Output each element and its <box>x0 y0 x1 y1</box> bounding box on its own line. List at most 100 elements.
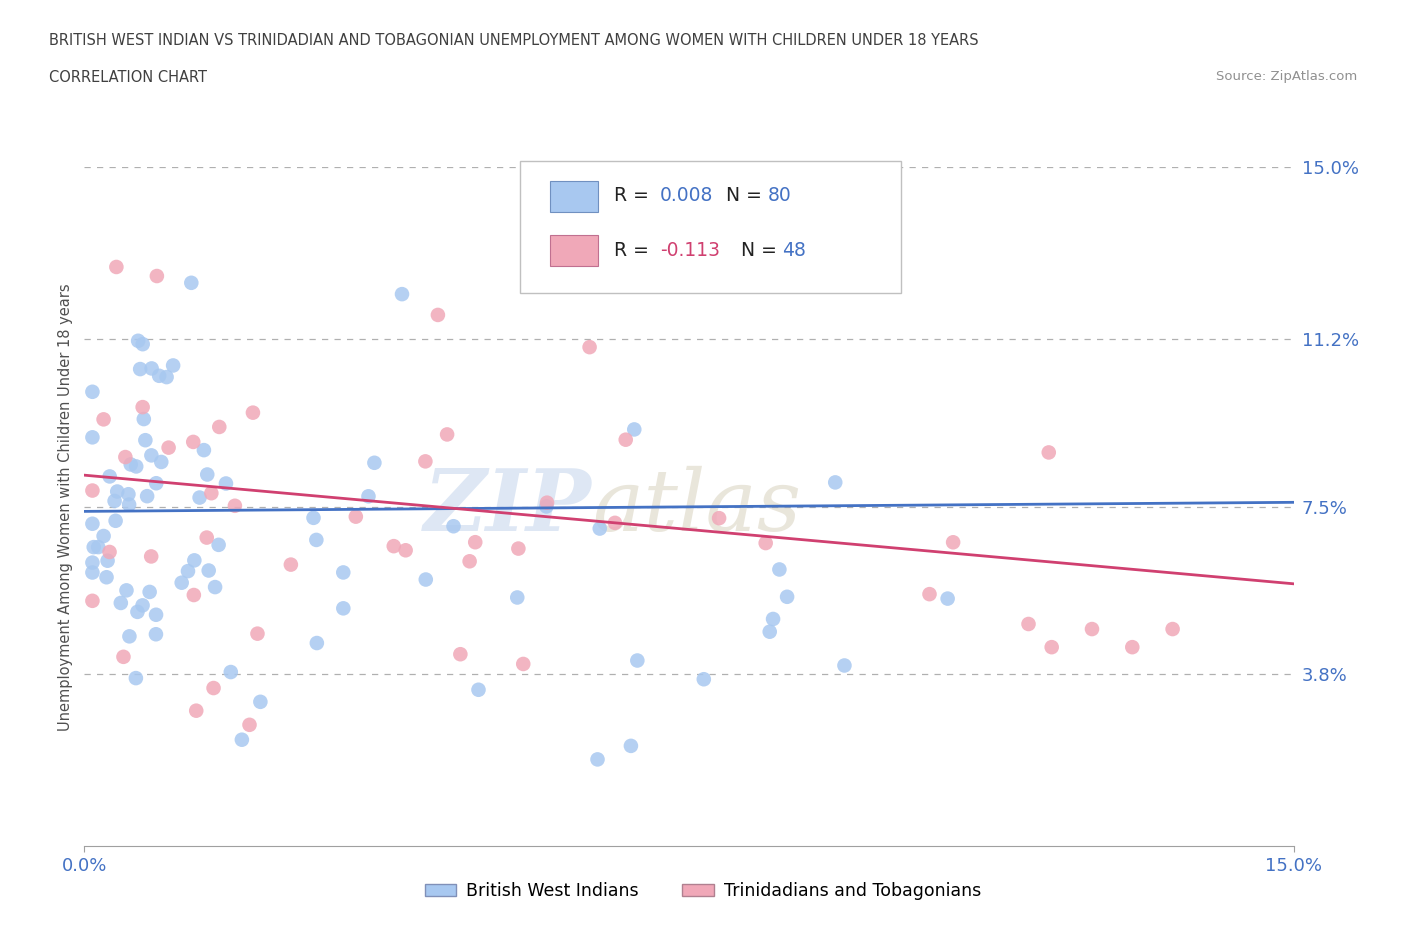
Point <box>224 498 246 513</box>
Point <box>112 649 135 664</box>
Point <box>186 703 208 718</box>
Point <box>242 405 264 420</box>
Point <box>344 510 367 525</box>
Point <box>246 626 269 641</box>
Point <box>98 545 121 560</box>
Point <box>357 489 380 504</box>
Point <box>620 738 643 753</box>
Point <box>120 457 142 472</box>
Point <box>395 543 418 558</box>
Point <box>131 400 153 415</box>
Point <box>586 752 609 767</box>
Legend: British West Indians, Trinidadians and Tobagonians: British West Indians, Trinidadians and T… <box>418 875 988 908</box>
Point <box>127 333 149 348</box>
Point <box>183 553 205 568</box>
Point <box>824 475 846 490</box>
Text: N =: N = <box>741 241 783 259</box>
Point <box>215 476 238 491</box>
Point <box>118 629 141 644</box>
Point <box>305 635 328 650</box>
Point <box>181 434 204 449</box>
Point <box>127 604 149 619</box>
Point <box>626 653 648 668</box>
Point <box>125 459 148 474</box>
Point <box>508 541 530 556</box>
Point <box>141 361 163 376</box>
Point <box>1040 640 1063 655</box>
Point <box>768 562 790 577</box>
Point <box>117 486 139 501</box>
Point <box>118 498 141 512</box>
Point <box>512 657 534 671</box>
Point <box>87 539 110 554</box>
Point <box>202 681 225 696</box>
Point <box>195 530 218 545</box>
Point <box>208 419 231 434</box>
FancyBboxPatch shape <box>520 161 901 293</box>
Point <box>141 549 163 564</box>
Point <box>131 598 153 613</box>
Point <box>623 422 645 437</box>
Point <box>200 485 222 500</box>
Point <box>693 671 716 686</box>
Point <box>104 494 127 509</box>
Point <box>82 430 104 445</box>
Text: 0.008: 0.008 <box>659 186 713 206</box>
Point <box>603 515 626 530</box>
Point <box>141 448 163 463</box>
Point <box>536 499 558 514</box>
Point <box>536 496 558 511</box>
Point <box>155 369 177 384</box>
Point <box>114 449 136 464</box>
Point <box>82 384 104 399</box>
Text: CORRELATION CHART: CORRELATION CHART <box>49 70 207 85</box>
Point <box>207 538 229 552</box>
Point <box>132 412 155 427</box>
Point <box>467 683 489 698</box>
Point <box>755 536 778 551</box>
Point <box>1161 621 1184 636</box>
Point <box>305 533 328 548</box>
Point <box>415 572 437 587</box>
Point <box>105 259 128 274</box>
Point <box>157 440 180 455</box>
Y-axis label: Unemployment Among Women with Children Under 18 years: Unemployment Among Women with Children U… <box>58 283 73 731</box>
Point <box>219 665 242 680</box>
Point <box>280 557 302 572</box>
Point <box>1018 617 1040 631</box>
Text: 48: 48 <box>782 241 806 259</box>
Text: Source: ZipAtlas.com: Source: ZipAtlas.com <box>1216 70 1357 83</box>
Point <box>391 286 413 301</box>
Point <box>177 564 200 578</box>
Point <box>332 601 354 616</box>
Point <box>443 519 465 534</box>
Point <box>762 612 785 627</box>
Point <box>1121 640 1143 655</box>
Point <box>93 412 115 427</box>
Point <box>193 443 215 458</box>
Point <box>458 554 481 569</box>
Point <box>204 579 226 594</box>
Point <box>415 454 437 469</box>
Point <box>145 476 167 491</box>
Text: 80: 80 <box>768 186 792 206</box>
Point <box>104 513 127 528</box>
Point <box>136 489 159 504</box>
Point <box>918 587 941 602</box>
Point <box>110 595 132 610</box>
Point <box>148 368 170 383</box>
Point <box>195 467 218 482</box>
Point <box>82 516 104 531</box>
Point <box>302 511 325 525</box>
Text: N =: N = <box>727 186 768 206</box>
Point <box>96 570 118 585</box>
Point <box>776 590 799 604</box>
Point <box>942 535 965 550</box>
Bar <box>550 181 599 211</box>
Point <box>426 308 449 323</box>
Text: BRITISH WEST INDIAN VS TRINIDADIAN AND TOBAGONIAN UNEMPLOYMENT AMONG WOMEN WITH : BRITISH WEST INDIAN VS TRINIDADIAN AND T… <box>49 33 979 47</box>
Point <box>382 538 405 553</box>
Point <box>249 695 271 710</box>
Point <box>129 362 152 377</box>
Point <box>1081 621 1104 636</box>
